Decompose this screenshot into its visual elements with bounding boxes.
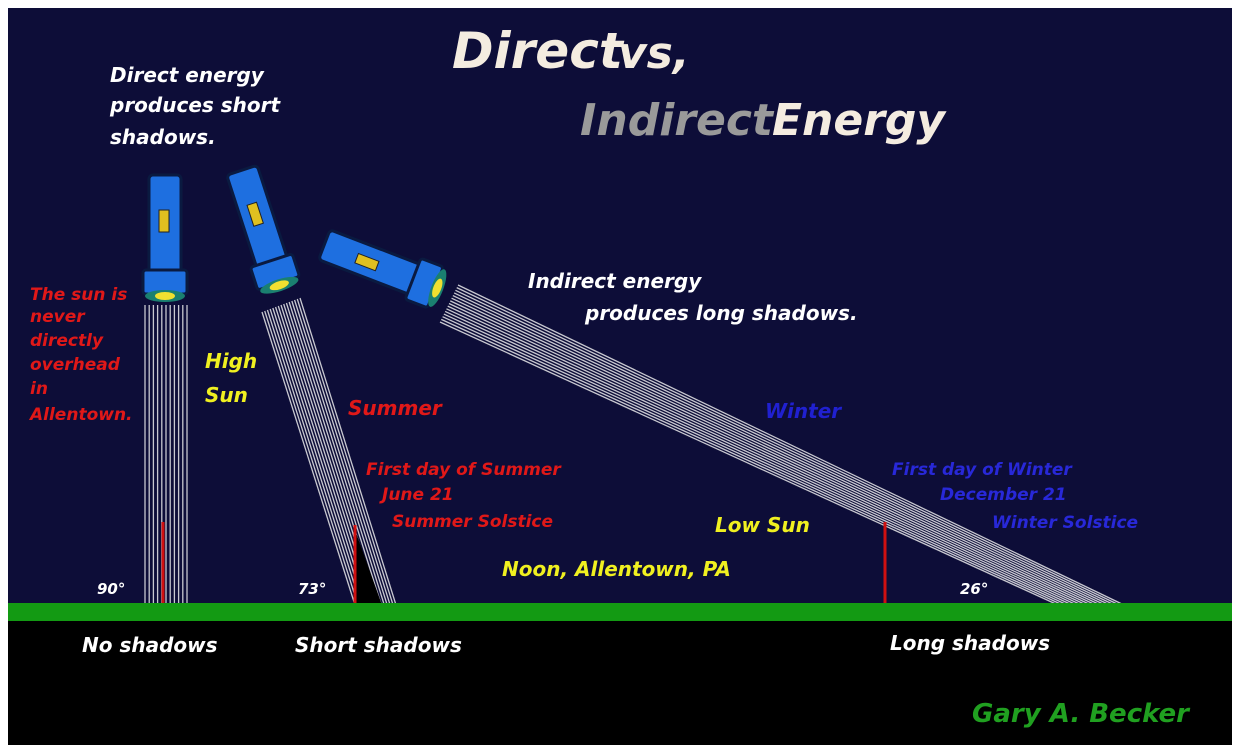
note: produces short	[109, 93, 282, 117]
season: Summer	[348, 396, 443, 420]
note: Indirect energy	[528, 269, 702, 293]
angle: 26°	[960, 580, 988, 598]
note: June 21	[379, 485, 454, 505]
note: directly	[30, 331, 104, 351]
flashlight	[143, 175, 187, 302]
note: in	[30, 379, 48, 399]
note: never	[30, 307, 86, 327]
angle: 90°	[97, 580, 125, 598]
author: Gary A. Becker	[972, 699, 1191, 729]
high-sun: High	[205, 349, 257, 373]
shadow-label: Short shadows	[295, 633, 462, 657]
diagram: Direct vs, Indirect Energy Direct energy…	[0, 0, 1234, 752]
note: Allentown.	[28, 405, 133, 425]
note: shadows.	[110, 125, 216, 149]
angle: 73°	[298, 580, 326, 598]
note: Winter Solstice	[992, 513, 1138, 533]
note: Summer Solstice	[392, 512, 553, 532]
title-word: Indirect	[580, 95, 775, 146]
high-sun: Sun	[205, 383, 248, 407]
shadow-label: No shadows	[82, 633, 218, 657]
shadow-label: Long shadows	[890, 631, 1050, 655]
title-word: vs,	[618, 28, 690, 79]
title-word: Energy	[772, 95, 947, 146]
note: Direct energy	[110, 63, 265, 87]
note: First day of Summer	[366, 460, 562, 480]
note: overhead	[30, 355, 121, 375]
low-sun: Low Sun	[715, 513, 810, 537]
grass	[8, 603, 1232, 621]
season: Winter	[765, 399, 842, 423]
note: produces long shadows.	[584, 301, 858, 325]
note: The sun is	[30, 285, 127, 305]
note: First day of Winter	[892, 460, 1073, 480]
note: December 21	[940, 485, 1067, 505]
title-word: Direct	[452, 22, 625, 80]
page: Direct vs, Indirect Energy Direct energy…	[0, 0, 1234, 752]
location: Noon, Allentown, PA	[502, 557, 731, 581]
